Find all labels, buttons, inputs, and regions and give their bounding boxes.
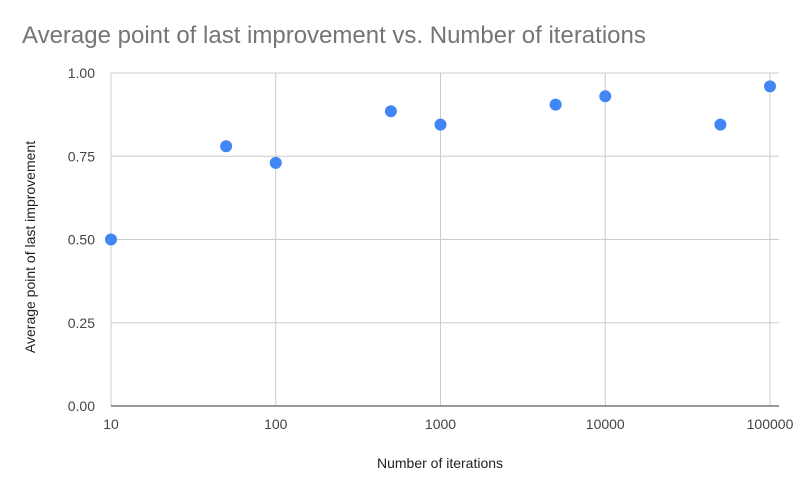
y-tick-label: 0.75: [68, 148, 95, 164]
y-axis-title: Average point of last improvement: [22, 141, 38, 353]
y-tick-label: 0.25: [68, 315, 95, 331]
x-tick-label: 10000: [586, 416, 625, 432]
data-point: [549, 98, 562, 111]
tick-labels: 10 100 1000 10000 100000 0.00 0.25 0.50 0.75 1.00: [68, 65, 794, 432]
data-point: [105, 233, 117, 246]
data-points: [105, 80, 776, 246]
y-tick-label: 0.50: [68, 232, 95, 248]
data-point: [599, 90, 612, 103]
chart-title: Average point of last improvement vs. Nu…: [22, 22, 646, 49]
x-axis-title: Number of iterations: [377, 455, 503, 471]
data-point: [384, 105, 397, 118]
data-point: [269, 156, 282, 169]
data-point: [714, 118, 727, 131]
x-tick-label: 100: [264, 416, 288, 432]
y-tick-label: 0.00: [68, 398, 95, 414]
data-point: [764, 80, 776, 93]
x-tick-label: 1000: [425, 416, 456, 432]
y-tick-label: 1.00: [68, 65, 95, 81]
data-point: [220, 140, 233, 153]
data-point: [434, 118, 447, 131]
x-tick-label: 10: [103, 416, 119, 432]
x-tick-label: 100000: [747, 416, 794, 432]
